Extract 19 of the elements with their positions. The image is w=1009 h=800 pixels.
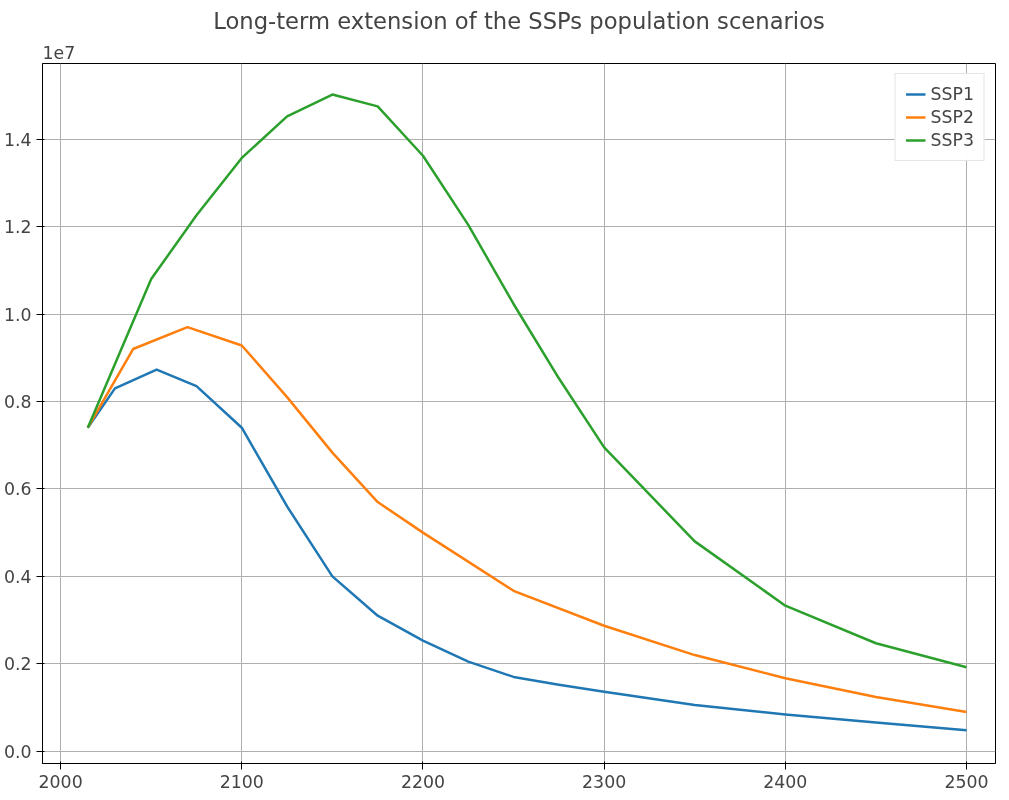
x-tick-label: 2400 <box>763 771 808 792</box>
x-tick-label: 2300 <box>582 771 627 792</box>
y-tick-label: 0.8 <box>3 391 32 412</box>
text: 1e7 <box>42 42 76 63</box>
chart-title: Long-term extension of the SSPs population scenarios <box>213 7 825 34</box>
y-tick-label: 1.0 <box>3 304 32 325</box>
y-tick-label: 1.2 <box>3 217 32 238</box>
legend-label: SSP1 <box>930 84 974 104</box>
y-tick-label: 0.4 <box>3 566 32 587</box>
x-tick-label: 2100 <box>219 771 264 792</box>
y-tick-label: 1.4 <box>3 129 32 150</box>
y-tick-label: 0.0 <box>3 741 32 762</box>
x-tick-label: 2500 <box>944 771 989 792</box>
legend-label: SSP2 <box>930 107 974 127</box>
y-tick-label: 0.6 <box>3 479 32 500</box>
legend-label: SSP3 <box>930 130 974 150</box>
x-tick-label: 2000 <box>38 771 83 792</box>
y-tick-label: 0.2 <box>3 654 32 675</box>
x-tick-label: 2200 <box>400 771 446 792</box>
